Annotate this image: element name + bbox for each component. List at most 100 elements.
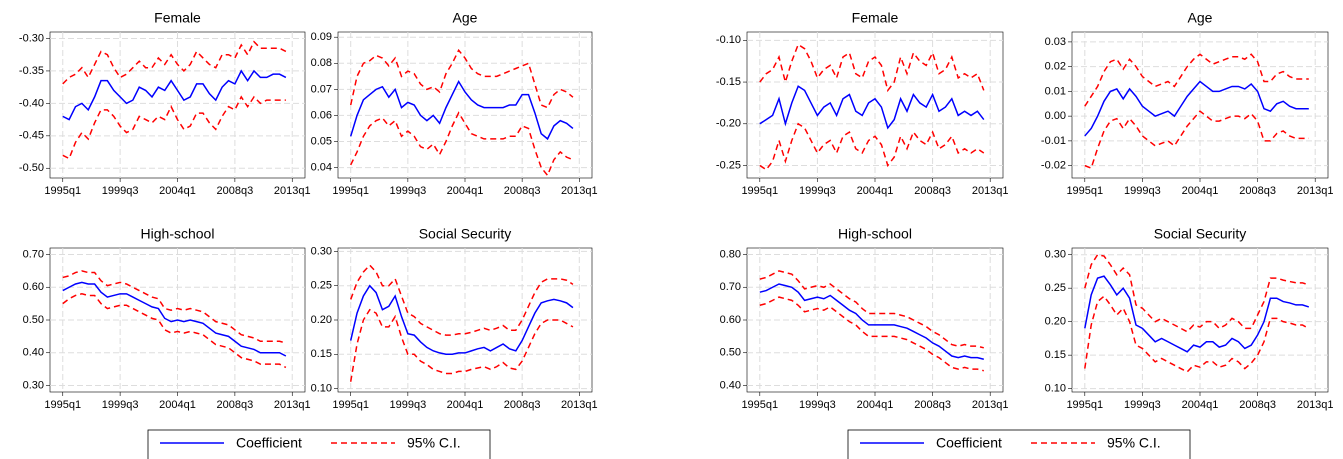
- y-tick-label: -0.25: [716, 159, 741, 171]
- legend-box: [147, 429, 491, 459]
- ci-line: [1084, 110, 1309, 170]
- x-tick-label: 1999q3: [389, 185, 426, 197]
- coefficient-line: [1084, 80, 1309, 137]
- x-tick-label: 1999q3: [1124, 185, 1161, 197]
- x-tick-label: 1995q1: [741, 185, 778, 197]
- ci-line: [349, 308, 574, 382]
- x-tick-label: 2008q3: [1239, 185, 1276, 197]
- y-tick-label: -0.15: [716, 76, 741, 88]
- y-tick-label: 0.70: [23, 248, 44, 260]
- coefficient-line: [759, 85, 985, 130]
- y-tick-label: -0.35: [19, 65, 44, 77]
- coefficient-line: [349, 284, 574, 356]
- x-tick-label: 2013q1: [972, 185, 1009, 197]
- y-tick-label: 0.10: [1045, 383, 1066, 395]
- y-tick-label: 0.80: [720, 248, 741, 260]
- y-tick-label: 0.10: [311, 382, 332, 394]
- x-tick-label: 1999q3: [799, 399, 836, 411]
- x-tick-label: 1995q1: [44, 399, 81, 411]
- y-tick-label: 0.40: [23, 347, 44, 359]
- y-tick-label: 0.20: [1045, 316, 1066, 328]
- panel-title: Female: [154, 10, 201, 26]
- y-tick-label: -0.30: [19, 32, 44, 44]
- ci-line: [349, 48, 574, 109]
- ci-line: [759, 43, 985, 93]
- ci-line: [759, 296, 984, 372]
- y-tick-label: -0.02: [1041, 160, 1066, 172]
- ci-line: [62, 95, 286, 160]
- y-tick-label: 0.60: [23, 281, 44, 293]
- x-tick-label: 2008q3: [504, 185, 541, 197]
- x-tick-label: 2004q1: [857, 185, 894, 197]
- x-tick-label: 1999q3: [799, 185, 836, 197]
- ci-line: [62, 40, 287, 85]
- x-tick-label: 2013q1: [1297, 185, 1334, 197]
- y-tick-label: 0.60: [720, 314, 741, 326]
- x-tick-label: 2013q1: [274, 185, 311, 197]
- x-tick-label: 1995q1: [1066, 399, 1103, 411]
- ci-line: [1084, 253, 1310, 333]
- y-tick-label: 0.25: [1045, 282, 1066, 294]
- y-tick-label: 0.50: [23, 314, 44, 326]
- y-tick-label: 0.70: [720, 281, 741, 293]
- x-tick-label: 2008q3: [504, 399, 541, 411]
- coefficient-line: [349, 79, 574, 141]
- x-tick-label: 1999q3: [389, 399, 426, 411]
- ci-line: [62, 270, 287, 344]
- x-tick-label: 1999q3: [102, 399, 139, 411]
- y-tick-label: 0.03: [1045, 36, 1066, 48]
- y-tick-label: -0.40: [19, 97, 44, 109]
- y-tick-label: 0.08: [311, 57, 332, 69]
- x-tick-label: 2004q1: [159, 399, 196, 411]
- y-tick-label: 0.15: [311, 348, 332, 360]
- x-tick-label: 2004q1: [1182, 399, 1219, 411]
- x-tick-label: 1995q1: [741, 399, 778, 411]
- x-tick-label: 2004q1: [857, 399, 894, 411]
- y-tick-label: 0.20: [311, 314, 332, 326]
- x-tick-label: 2008q3: [914, 185, 951, 197]
- legend-label: Coefficient: [936, 435, 1002, 451]
- y-tick-label: -0.01: [1041, 135, 1066, 147]
- y-tick-label: 0.30: [23, 379, 44, 391]
- x-tick-label: 1999q3: [102, 185, 139, 197]
- y-tick-label: 0.30: [1045, 249, 1066, 261]
- y-tick-label: 0.01: [1045, 85, 1066, 97]
- legend-label: Coefficient: [236, 435, 302, 451]
- legend-label: 95% C.I.: [1107, 435, 1161, 451]
- x-tick-label: 1995q1: [44, 185, 81, 197]
- x-tick-label: 1995q1: [332, 185, 369, 197]
- panel-title: Social Security: [1154, 226, 1247, 242]
- ci-line: [759, 270, 984, 349]
- y-tick-label: 0.25: [311, 280, 332, 292]
- ci-line: [62, 293, 287, 369]
- x-tick-label: 2008q3: [217, 185, 254, 197]
- x-tick-label: 2013q1: [561, 399, 598, 411]
- x-tick-label: 2013q1: [561, 185, 598, 197]
- x-tick-label: 2013q1: [274, 399, 311, 411]
- x-tick-label: 2008q3: [914, 399, 951, 411]
- y-tick-label: 0.30: [311, 245, 332, 257]
- coefficient-line: [62, 281, 287, 357]
- panel-title: High-school: [141, 226, 215, 242]
- panel-title: Social Security: [419, 226, 512, 242]
- x-tick-label: 2008q3: [217, 399, 254, 411]
- y-tick-label: 0.09: [311, 31, 332, 43]
- x-tick-label: 1999q3: [1124, 399, 1161, 411]
- y-tick-label: 0.50: [720, 347, 741, 359]
- x-tick-label: 1995q1: [332, 399, 369, 411]
- x-tick-label: 2004q1: [1182, 185, 1219, 197]
- y-tick-label: 0.40: [720, 379, 741, 391]
- y-tick-label: -0.10: [716, 34, 741, 46]
- x-tick-label: 2004q1: [447, 185, 484, 197]
- coefficient-line: [759, 283, 984, 360]
- y-tick-label: 0.02: [1045, 61, 1066, 73]
- x-tick-label: 2013q1: [1297, 399, 1334, 411]
- y-tick-label: 0.00: [1045, 110, 1066, 122]
- coefficient-line: [62, 69, 287, 121]
- y-tick-label: 0.04: [311, 161, 332, 173]
- y-tick-label: 0.06: [311, 109, 332, 121]
- ci-line: [350, 111, 574, 177]
- x-tick-label: 2004q1: [447, 399, 484, 411]
- y-tick-label: -0.20: [716, 118, 741, 130]
